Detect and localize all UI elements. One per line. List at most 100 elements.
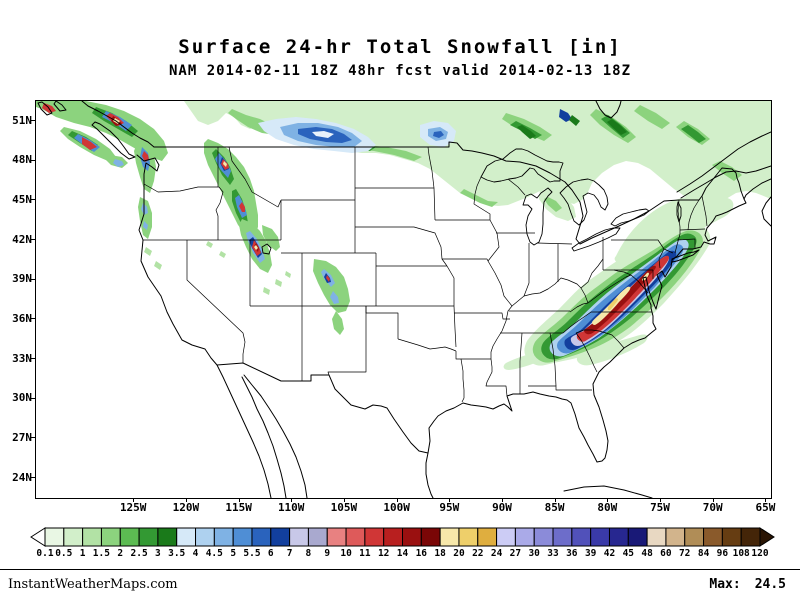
colorbar-tick-label: 9 [324,548,331,559]
lon-tick [660,498,661,502]
lat-tick [30,397,35,399]
colorbar-cell [740,527,761,547]
snow-speck [263,287,270,295]
bc-coast [81,101,155,148]
colorbar-cell [195,527,215,547]
baja-west-coast [216,364,272,498]
lon-tick [502,498,503,502]
lon-label: 120W [172,501,200,514]
mexico-border [216,362,429,454]
colorbar-cell [590,527,610,547]
snow-speck [144,247,152,256]
colorbar-cell [63,527,84,547]
lon-label: 100W [383,501,410,514]
snow-band-northeast-lobe [614,194,734,267]
snow-speck [219,251,226,258]
snow-yellow-dot [254,245,258,250]
colorbar-cell [44,527,65,547]
lake-erie [571,227,621,252]
colorbar-scale [30,527,775,547]
colorbar-tick-label: 3 [155,548,161,559]
snow-streak [460,189,498,207]
colorbar-tick-label: 30 [528,548,540,559]
snow-streak-dark [681,125,706,143]
lake-superior [480,148,564,183]
colorbar-tick-label: 20 [453,548,465,559]
snow-red [326,275,330,282]
mexico-gulf-coast [425,452,434,498]
colorbar-cell [157,527,178,547]
colorbar-tick-label: 2 [117,548,124,559]
pacific-coast [136,154,218,366]
snow-blue-core [312,131,334,138]
snow-utah-cluster [262,225,280,251]
lon-tick [712,498,714,502]
lat-tick [30,278,35,280]
haida-gwaii [37,101,53,116]
lat-tick [30,477,35,479]
snow-blue-core [433,131,444,138]
snow-streak-darkest [607,119,627,135]
model-run-subtitle: NAM 2014-02-11 18Z 48hr fcst valid 2014-… [168,63,631,79]
vancouver-island-coast [91,121,136,160]
lon-tick [238,498,240,502]
colorbar-cell [458,527,479,547]
lat-label: 42N [12,232,32,246]
colorbar-cell [251,527,272,547]
site-credit: InstantWeatherMaps.com [8,577,178,592]
colorbar-tick-label: 96 [716,548,729,559]
lat-label: 33N [12,351,32,365]
lon-tick [765,498,767,502]
colorbar-cell [439,527,460,547]
gulf-atlantic-coast [427,198,747,463]
coastlines [37,101,771,498]
great-salt-lake [261,243,272,255]
colorbar-cell [627,527,648,547]
cuba-coast [563,485,653,498]
snow-speck [285,271,291,278]
colorbar-tick-label: 7 [286,548,293,559]
long-island [671,249,700,263]
colorbar-cell [119,527,140,547]
colorbar-cell [289,527,309,547]
colorbar-tick-label: 3.5 [168,548,186,559]
lat-label: 48N [12,153,32,167]
lat-label: 27N [12,430,32,444]
snow-bc-coast [36,101,168,161]
snow-blue [143,221,148,230]
colorbar-cell [307,527,328,547]
colorbar-cell [477,527,498,547]
colorbar-tick-label: 120 [751,548,769,559]
footer-divider [0,569,800,570]
snow-yellow-dot [223,161,227,167]
st-lawrence-south-shore [680,165,771,199]
page-title: Surface 24-hr Total Snowfall [in] [178,36,622,58]
colorbar-tick-label: 1.5 [92,548,110,559]
snow-red [82,137,97,150]
colorbar-tick-label: 5.5 [243,548,261,559]
colorbar-tick-label: 36 [566,548,578,559]
snow-speck [275,279,282,287]
colorbar-cell [665,527,686,547]
lon-tick [607,498,609,502]
st-lawrence-north-shore [676,131,771,193]
nova-scotia-coast [761,196,771,227]
colorbar-cell [703,527,723,547]
lat-tick [30,318,35,320]
colorbar-cell [514,527,535,547]
colorbar-cell [345,527,366,547]
lon-label: 85W [544,501,565,514]
colorbar-tick-label: 11 [359,548,371,559]
colorbar-tick-label: 27 [509,548,522,559]
new-brunswick-coast [743,178,771,200]
colorbar-cell [608,527,629,547]
colorbar-cell [138,527,159,547]
colorbar-tick-label: 42 [603,548,616,559]
colorbar-cell [646,527,667,547]
snow-blue [330,291,339,304]
colorbar-cell [533,527,554,547]
colorbar-cell [364,527,385,547]
snow-red [239,202,245,212]
lon-tick [343,498,345,502]
